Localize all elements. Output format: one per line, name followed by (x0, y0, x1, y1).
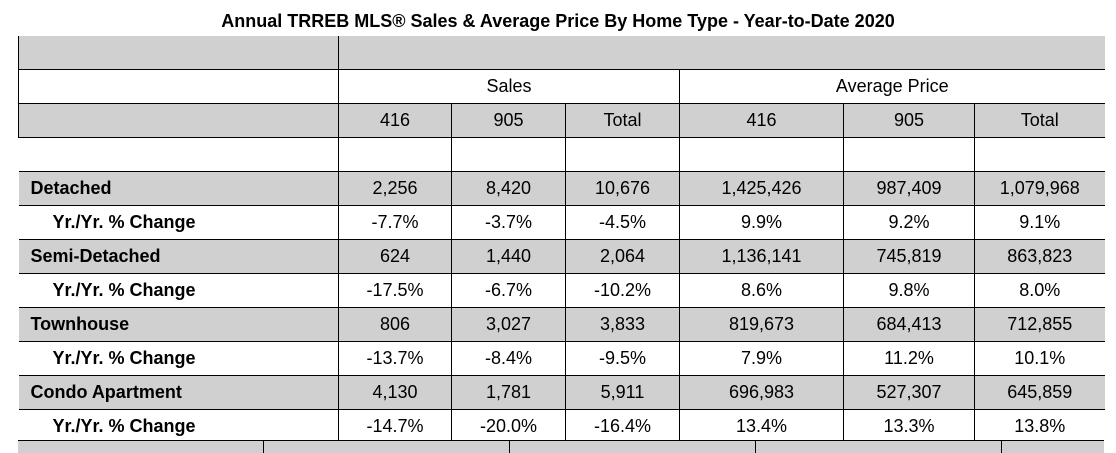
value-cell: 9.8% (843, 273, 975, 308)
col-header-sales-416: 416 (338, 103, 452, 138)
col-header-price-905: 905 (843, 103, 975, 138)
value-cell: 5,911 (565, 375, 680, 410)
value-cell: 3,833 (565, 307, 680, 342)
change-row: Yr./Yr. % Change -13.7% -8.4% -9.5% 7.9% 11.2… (18, 341, 1105, 376)
change-label: Yr./Yr. % Change (18, 205, 339, 240)
change-row: Yr./Yr. % Change -7.7% -3.7% -4.5% 9.9% 9.2% 9… (18, 205, 1105, 240)
col-header-price-416: 416 (679, 103, 844, 138)
value-cell: 1,136,141 (679, 239, 844, 274)
spacer-row (18, 137, 1105, 172)
value-cell: -3.7% (451, 205, 566, 240)
value-cell: 11.2% (843, 341, 975, 376)
value-cell: 863,823 (973, 239, 1105, 274)
change-row: Yr./Yr. % Change -14.7% -20.0% -16.4% 13.4% 1… (18, 409, 1105, 443)
value-cell: -7.7% (338, 205, 452, 240)
value-cell: 8.0% (973, 273, 1105, 308)
spacer-cell (679, 137, 844, 172)
value-cell: 13.3% (843, 409, 975, 443)
col-header-price-total: Total (973, 103, 1105, 138)
header-band-row (18, 36, 1105, 70)
sales-price-table: Sales Average Price 416 905 Total 416 90… (18, 36, 1105, 443)
spacer-cell (451, 137, 566, 172)
home-type-label: Townhouse (18, 307, 339, 342)
home-type-label: Detached (18, 171, 339, 206)
change-row: Yr./Yr. % Change -17.5% -6.7% -10.2% 8.6% 9.8… (18, 273, 1105, 308)
value-cell: -6.7% (451, 273, 566, 308)
group-sales-header: Sales (338, 69, 680, 104)
value-cell: 1,425,426 (679, 171, 844, 206)
spacer-label-cell (18, 137, 339, 172)
header-band-cell (337, 36, 1105, 70)
value-cell: 645,859 (973, 375, 1105, 410)
group-average-price-header: Average Price (678, 69, 1105, 104)
value-cell: 8,420 (451, 171, 566, 206)
value-cell: 819,673 (679, 307, 844, 342)
home-type-row: Townhouse 806 3,027 3,833 819,673 684,413 712,… (18, 307, 1105, 342)
value-cell: 684,413 (843, 307, 975, 342)
column-header-blank (18, 103, 339, 138)
value-cell: 10.1% (973, 341, 1105, 376)
home-type-row: Semi-Detached 624 1,440 2,064 1,136,141 745,8… (18, 239, 1105, 274)
value-cell: 696,983 (679, 375, 844, 410)
value-cell: 712,855 (973, 307, 1105, 342)
col-header-sales-total: Total (565, 103, 680, 138)
value-cell: 3,027 (451, 307, 566, 342)
home-type-label: Condo Apartment (18, 375, 339, 410)
value-cell: -9.5% (565, 341, 680, 376)
value-cell: 806 (338, 307, 452, 342)
home-type-row: Detached 2,256 8,420 10,676 1,425,426 987,409… (18, 171, 1105, 206)
value-cell: 8.6% (679, 273, 844, 308)
spacer-cell (565, 137, 680, 172)
value-cell: -16.4% (565, 409, 680, 443)
value-cell: 2,064 (565, 239, 680, 274)
value-cell: 9.2% (843, 205, 975, 240)
spacer-cell (843, 137, 975, 172)
value-cell: 1,781 (451, 375, 566, 410)
value-cell: -8.4% (451, 341, 566, 376)
value-cell: -14.7% (338, 409, 452, 443)
group-header-row: Sales Average Price (18, 69, 1105, 104)
home-type-row: Condo Apartment 4,130 1,781 5,911 696,983 527… (18, 375, 1105, 410)
header-band-label-cell (18, 36, 339, 70)
value-cell: -17.5% (338, 273, 452, 308)
value-cell: 13.8% (973, 409, 1105, 443)
value-cell: 2,256 (338, 171, 452, 206)
bottom-divider (263, 441, 264, 453)
value-cell: -10.2% (565, 273, 680, 308)
value-cell: 527,307 (843, 375, 975, 410)
value-cell: 9.1% (973, 205, 1105, 240)
column-header-row: 416 905 Total 416 905 Total (18, 103, 1105, 138)
value-cell: 13.4% (679, 409, 844, 443)
spacer-cell (973, 137, 1105, 172)
bottom-divider (755, 441, 756, 453)
spacer-cell (338, 137, 452, 172)
home-type-label: Semi-Detached (18, 239, 339, 274)
change-label: Yr./Yr. % Change (18, 341, 339, 376)
table-title: Annual TRREB MLS® Sales & Average Price … (221, 11, 895, 31)
value-cell: -13.7% (338, 341, 452, 376)
col-header-sales-905: 905 (451, 103, 566, 138)
value-cell: 745,819 (843, 239, 975, 274)
change-label: Yr./Yr. % Change (18, 273, 339, 308)
value-cell: 4,130 (338, 375, 452, 410)
value-cell: 987,409 (843, 171, 975, 206)
bottom-divider (509, 441, 510, 453)
value-cell: 9.9% (679, 205, 844, 240)
value-cell: 624 (338, 239, 452, 274)
bottom-strip (18, 440, 1104, 453)
value-cell: 7.9% (679, 341, 844, 376)
change-label: Yr./Yr. % Change (18, 409, 339, 443)
bottom-divider (1001, 441, 1002, 453)
value-cell: -4.5% (565, 205, 680, 240)
value-cell: 1,440 (451, 239, 566, 274)
group-header-blank (18, 69, 339, 104)
value-cell: 1,079,968 (973, 171, 1105, 206)
value-cell: -20.0% (451, 409, 566, 443)
value-cell: 10,676 (565, 171, 680, 206)
